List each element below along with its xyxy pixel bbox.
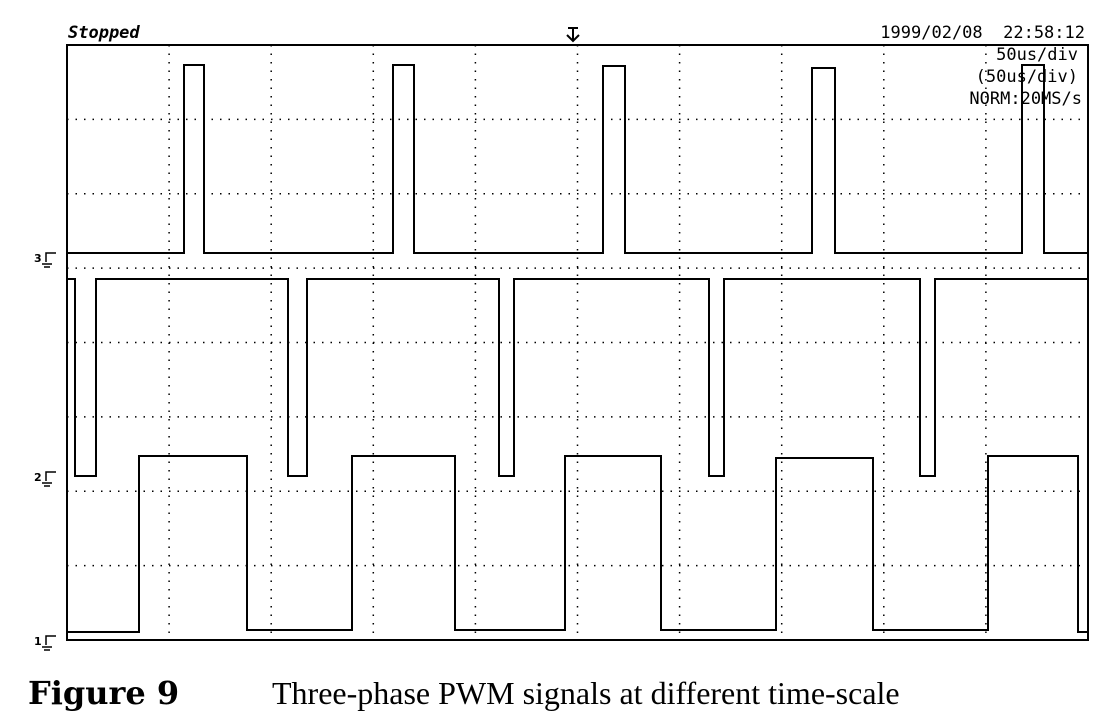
- channel-1-trace: [67, 455, 1088, 633]
- timebase: 50us/div: [996, 45, 1078, 65]
- acquisition-mode: NORM:20MS/s: [969, 89, 1082, 109]
- status: Stopped: [68, 23, 140, 43]
- channel-label: 1: [34, 635, 42, 648]
- channel-markers: [42, 252, 56, 651]
- plot-frame: [66, 44, 1089, 641]
- timebase-zoom: (50us/div): [976, 67, 1078, 87]
- caption-label: Figure 9: [28, 674, 179, 712]
- channel-3-trace: [67, 64, 1088, 254]
- caption-text: Three-phase PWM signals at different tim…: [272, 675, 900, 711]
- channel-2-trace: [67, 278, 1088, 477]
- trigger-marker: [566, 27, 580, 43]
- timestamp: 1999/02/08 22:58:12: [880, 23, 1085, 43]
- channel-label: 2: [34, 471, 42, 484]
- waveforms: [67, 64, 1088, 633]
- graticule: [67, 45, 1088, 640]
- channel-label: 3: [34, 252, 42, 265]
